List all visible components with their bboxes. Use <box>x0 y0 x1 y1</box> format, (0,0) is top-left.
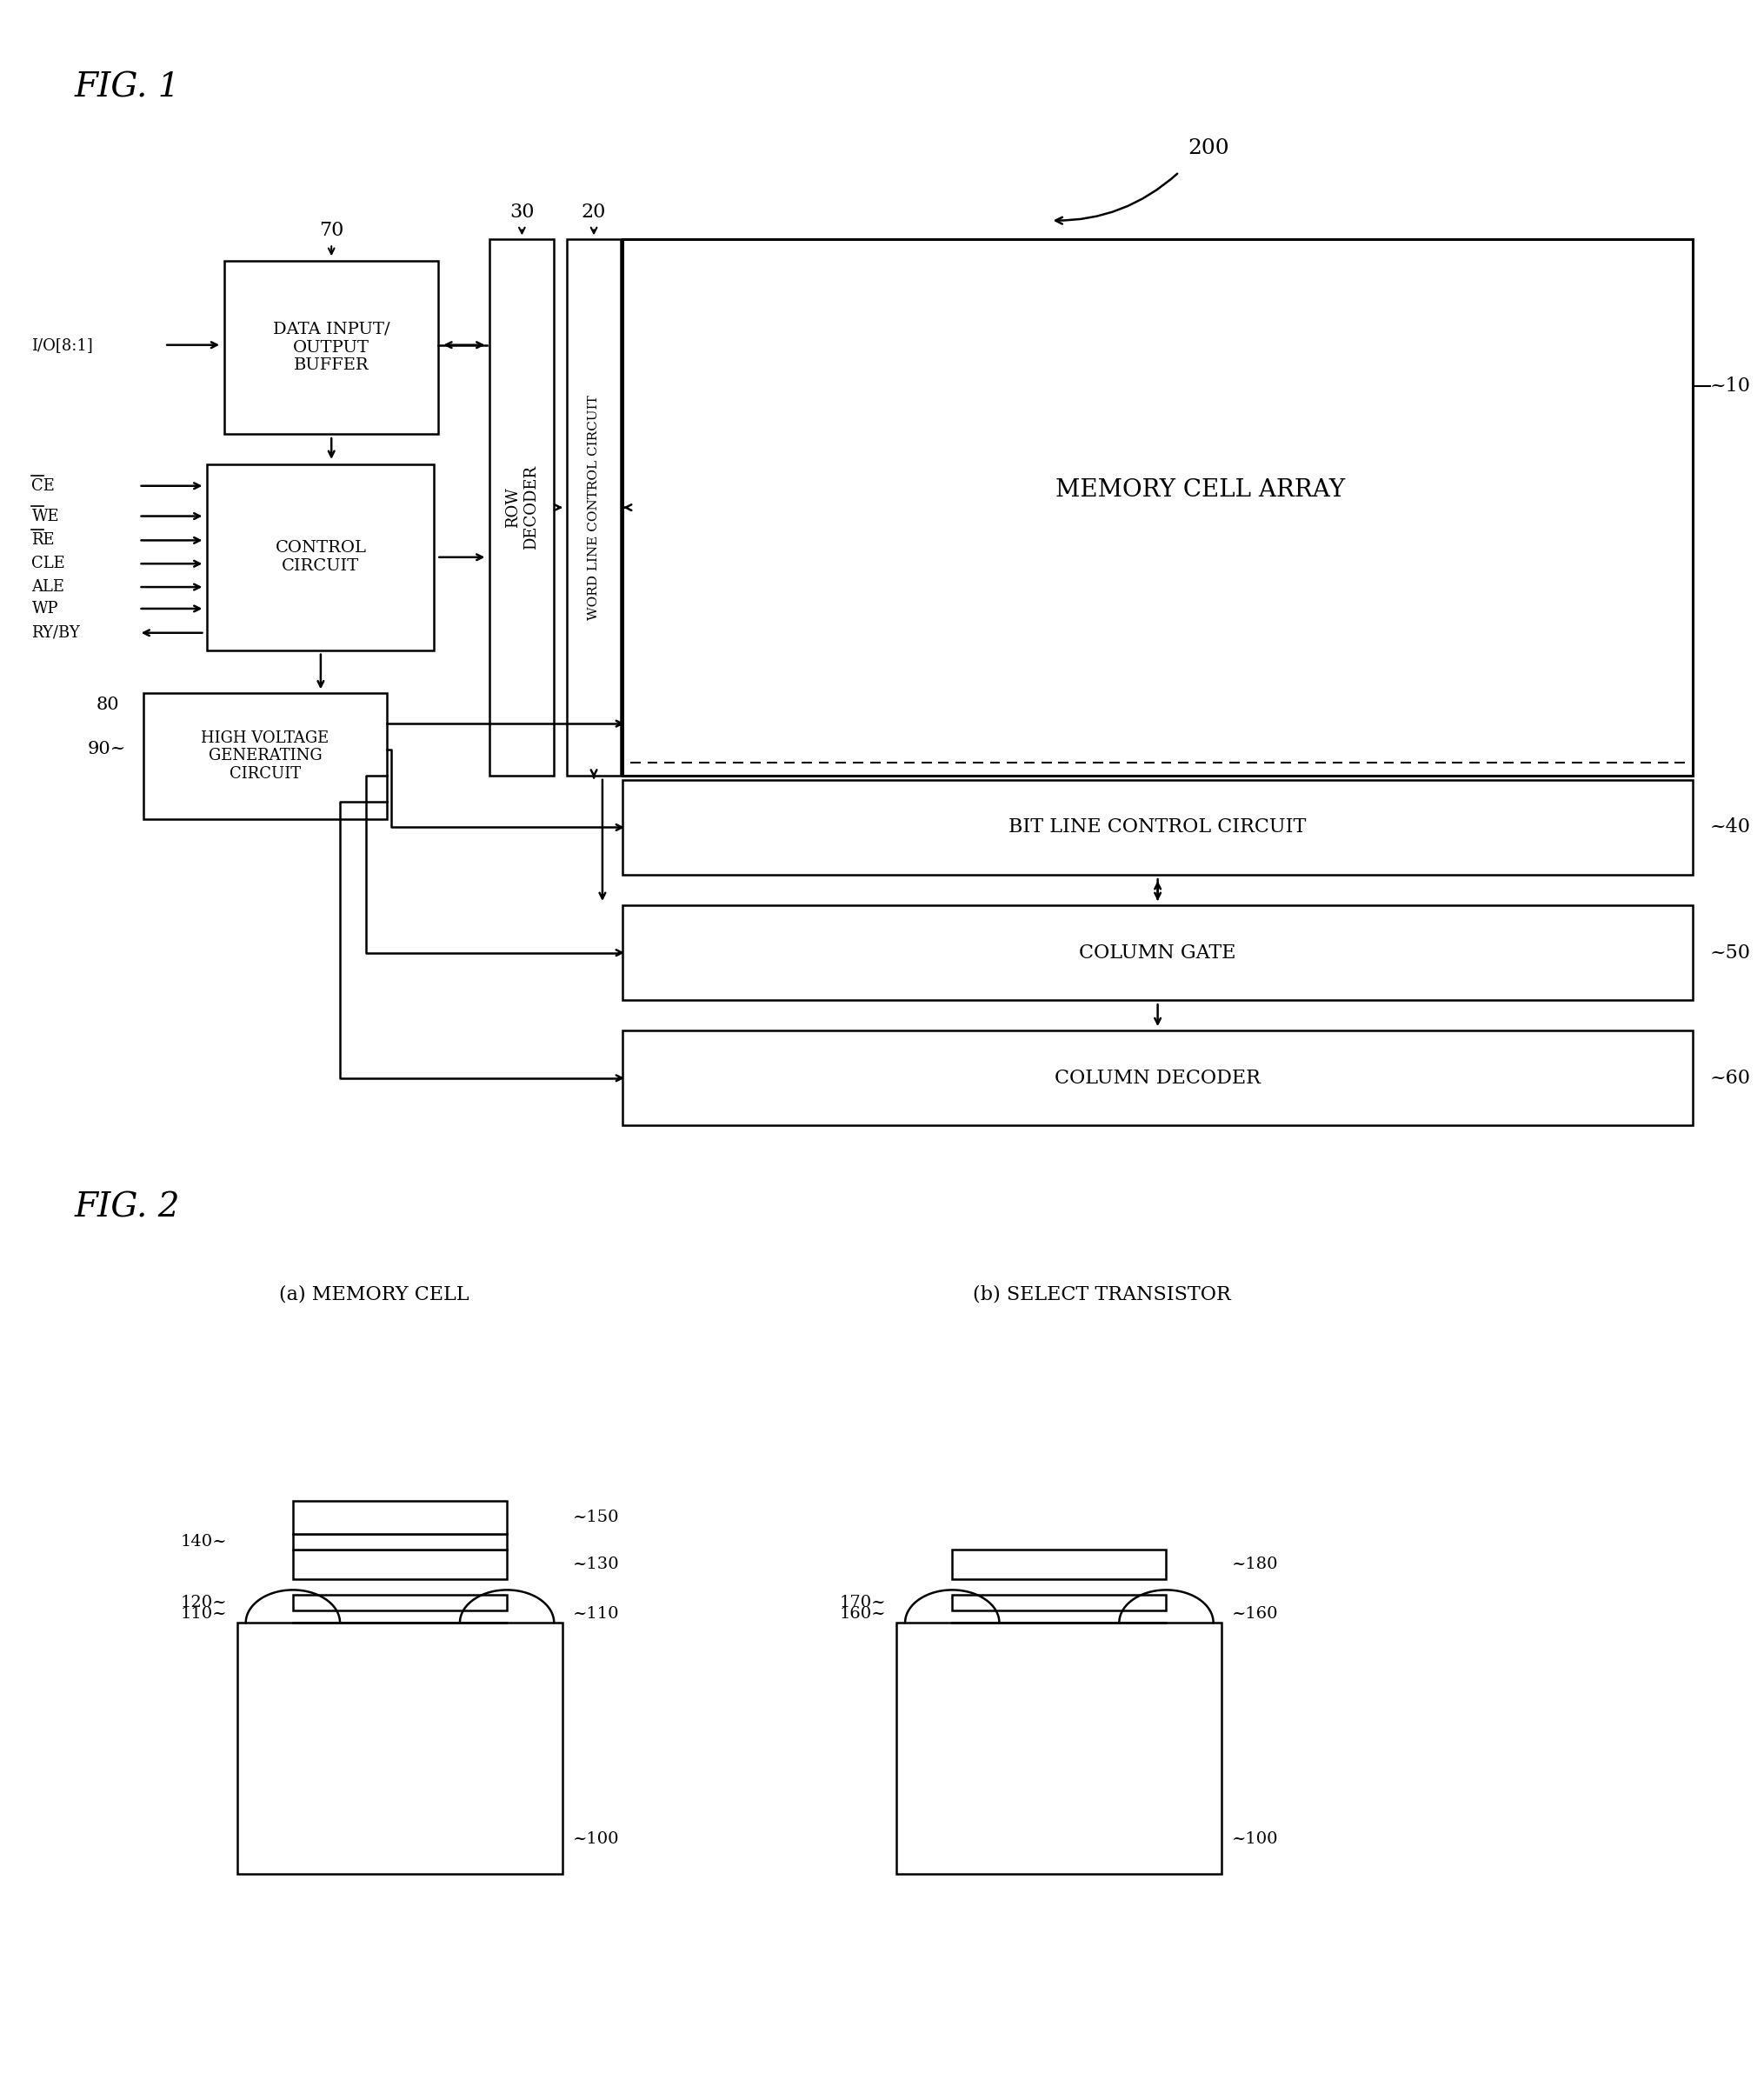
Text: I/O[8:1]: I/O[8:1] <box>32 338 93 353</box>
Text: RE: RE <box>32 533 55 548</box>
Text: FIG. 1: FIG. 1 <box>74 71 180 105</box>
Text: MEMORY CELL ARRAY: MEMORY CELL ARRAY <box>1055 479 1346 502</box>
Text: 70: 70 <box>319 220 344 239</box>
Text: (b) SELECT TRANSISTOR: (b) SELECT TRANSISTOR <box>974 1285 1231 1304</box>
Text: ~100: ~100 <box>1233 1831 1279 1846</box>
Bar <box>293 1533 506 1550</box>
Text: ~60: ~60 <box>1709 1069 1752 1088</box>
Text: ~10: ~10 <box>1709 376 1752 397</box>
Bar <box>623 239 1693 775</box>
Bar <box>206 464 434 651</box>
Text: 170~: 170~ <box>840 1596 886 1611</box>
Text: ~110: ~110 <box>573 1606 619 1621</box>
Bar <box>490 239 554 775</box>
Text: ~130: ~130 <box>573 1556 619 1573</box>
Bar <box>293 1596 506 1611</box>
Text: WORD LINE CONTROL CIRCUIT: WORD LINE CONTROL CIRCUIT <box>587 395 600 620</box>
Text: 140~: 140~ <box>180 1533 228 1550</box>
Text: ROW
DECODER: ROW DECODER <box>505 466 538 550</box>
Bar <box>293 1550 506 1579</box>
Bar <box>623 1031 1693 1126</box>
Text: ~40: ~40 <box>1709 817 1752 838</box>
Text: 20: 20 <box>582 202 607 220</box>
Text: CONTROL
CIRCUIT: CONTROL CIRCUIT <box>275 540 367 573</box>
Bar <box>623 905 1693 1000</box>
Text: 120~: 120~ <box>180 1596 228 1611</box>
Text: BIT LINE CONTROL CIRCUIT: BIT LINE CONTROL CIRCUIT <box>1009 817 1307 838</box>
Text: 200: 200 <box>1187 139 1230 160</box>
Bar <box>953 1550 1166 1579</box>
Text: CE: CE <box>32 479 55 493</box>
Text: WE: WE <box>32 508 60 525</box>
Text: HIGH VOLTAGE
GENERATING
CIRCUIT: HIGH VOLTAGE GENERATING CIRCUIT <box>201 731 330 781</box>
Text: RY/BY: RY/BY <box>32 626 79 640</box>
Bar <box>896 1623 1222 1873</box>
Text: ~150: ~150 <box>573 1510 619 1525</box>
Bar <box>143 693 386 819</box>
Text: 90~: 90~ <box>88 741 125 758</box>
Text: (a) MEMORY CELL: (a) MEMORY CELL <box>279 1285 469 1304</box>
Text: COLUMN DECODER: COLUMN DECODER <box>1055 1069 1261 1088</box>
Text: CLE: CLE <box>32 556 65 571</box>
Text: WP: WP <box>32 601 58 617</box>
Bar <box>623 779 1693 876</box>
Bar <box>224 260 439 435</box>
Text: 80: 80 <box>95 697 120 712</box>
Text: ~180: ~180 <box>1233 1556 1279 1573</box>
Bar <box>293 1501 506 1533</box>
Text: ~100: ~100 <box>573 1831 619 1846</box>
Text: ~160: ~160 <box>1233 1606 1279 1621</box>
Text: ALE: ALE <box>32 580 65 594</box>
Bar <box>566 239 621 775</box>
Bar <box>953 1596 1166 1611</box>
Text: COLUMN GATE: COLUMN GATE <box>1080 943 1237 962</box>
Text: DATA INPUT/
OUTPUT
BUFFER: DATA INPUT/ OUTPUT BUFFER <box>273 321 390 374</box>
Text: 30: 30 <box>510 202 534 220</box>
Text: 160~: 160~ <box>840 1606 886 1621</box>
Bar <box>236 1623 563 1873</box>
Text: ~50: ~50 <box>1709 943 1752 962</box>
Text: FIG. 2: FIG. 2 <box>74 1191 180 1224</box>
Text: 110~: 110~ <box>180 1606 228 1621</box>
